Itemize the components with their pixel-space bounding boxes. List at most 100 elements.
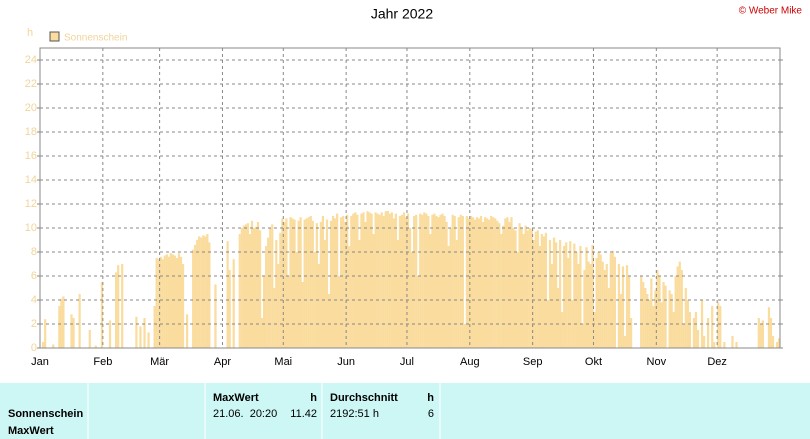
bar (711, 306, 714, 348)
bar (299, 217, 302, 348)
bar (153, 306, 156, 348)
bar (469, 216, 473, 348)
bar (554, 242, 558, 348)
bar (267, 237, 270, 348)
bar (427, 216, 430, 348)
bar (650, 278, 653, 348)
bar (723, 342, 726, 348)
bar (431, 214, 434, 348)
bar (44, 319, 47, 348)
bar (544, 232, 548, 348)
bar (477, 218, 481, 348)
y-tick-label: 16 (25, 150, 37, 162)
bar (585, 247, 588, 348)
bar (303, 219, 306, 348)
bar (579, 246, 582, 348)
bar (177, 253, 181, 348)
bar (484, 217, 487, 348)
bar (175, 258, 179, 348)
bar (664, 285, 667, 348)
y-tick-label: 10 (25, 222, 37, 234)
bar (333, 218, 337, 348)
y-tick-label: 14 (25, 174, 37, 186)
bar (573, 243, 576, 348)
bar (498, 223, 501, 348)
bar (621, 266, 625, 348)
bar (658, 276, 661, 348)
cell: 6 (428, 408, 434, 420)
column-unit: h (427, 392, 434, 404)
bar (260, 318, 264, 348)
bar (408, 228, 412, 348)
bar (696, 330, 700, 348)
bar (627, 276, 631, 348)
bar (668, 290, 671, 348)
bar (60, 298, 63, 348)
y-tick-label: 20 (25, 102, 37, 114)
bar (587, 261, 590, 348)
bar (640, 276, 643, 348)
bar (269, 228, 272, 348)
bar (78, 294, 81, 348)
bar (285, 218, 288, 348)
bar (159, 256, 162, 348)
bar (358, 240, 361, 348)
bar (506, 217, 509, 348)
bar (52, 344, 55, 348)
bar (242, 225, 245, 348)
bar (441, 213, 444, 348)
bar (556, 288, 560, 348)
bar (301, 282, 304, 348)
x-tick-label: Sep (523, 356, 543, 368)
y-tick-label: 22 (25, 78, 37, 90)
bar (486, 218, 489, 348)
bar (682, 324, 685, 348)
bar (516, 252, 519, 348)
bar (757, 318, 760, 348)
bar (520, 228, 523, 348)
bar (340, 217, 343, 348)
row-label: Sonnenschein (8, 408, 83, 420)
bar (619, 294, 623, 348)
bar (522, 234, 525, 348)
bar (265, 246, 268, 348)
column-title: Durchschnitt (330, 392, 398, 404)
bar (680, 270, 683, 348)
column-unit: h (310, 392, 317, 404)
bar (674, 276, 677, 348)
bar (538, 246, 541, 348)
bar (625, 265, 629, 348)
bar (169, 253, 172, 348)
bar (250, 220, 254, 348)
bar (206, 234, 209, 348)
bar (58, 306, 61, 348)
x-tick-label: Mär (150, 356, 169, 368)
bar (319, 222, 323, 348)
bar (309, 216, 312, 348)
bar (117, 265, 120, 348)
bar (244, 224, 247, 348)
bar (194, 244, 197, 348)
bar (567, 258, 570, 348)
bar (473, 219, 477, 348)
bar (617, 264, 621, 348)
bar (289, 217, 292, 348)
bar (384, 211, 387, 348)
bar (684, 288, 687, 348)
bar (317, 264, 320, 348)
bar (670, 294, 673, 348)
bar (775, 342, 779, 348)
bar (676, 266, 679, 348)
bar (185, 314, 189, 348)
cell: 21.06. 20:20 (213, 408, 277, 420)
bar (453, 216, 456, 348)
summary-dividers (87, 383, 441, 439)
bar (402, 212, 406, 348)
bar (449, 228, 452, 348)
row-label: MaxWert (8, 425, 54, 437)
bar (281, 218, 284, 348)
bar (179, 256, 183, 348)
bar (463, 324, 466, 348)
bar (370, 213, 373, 348)
